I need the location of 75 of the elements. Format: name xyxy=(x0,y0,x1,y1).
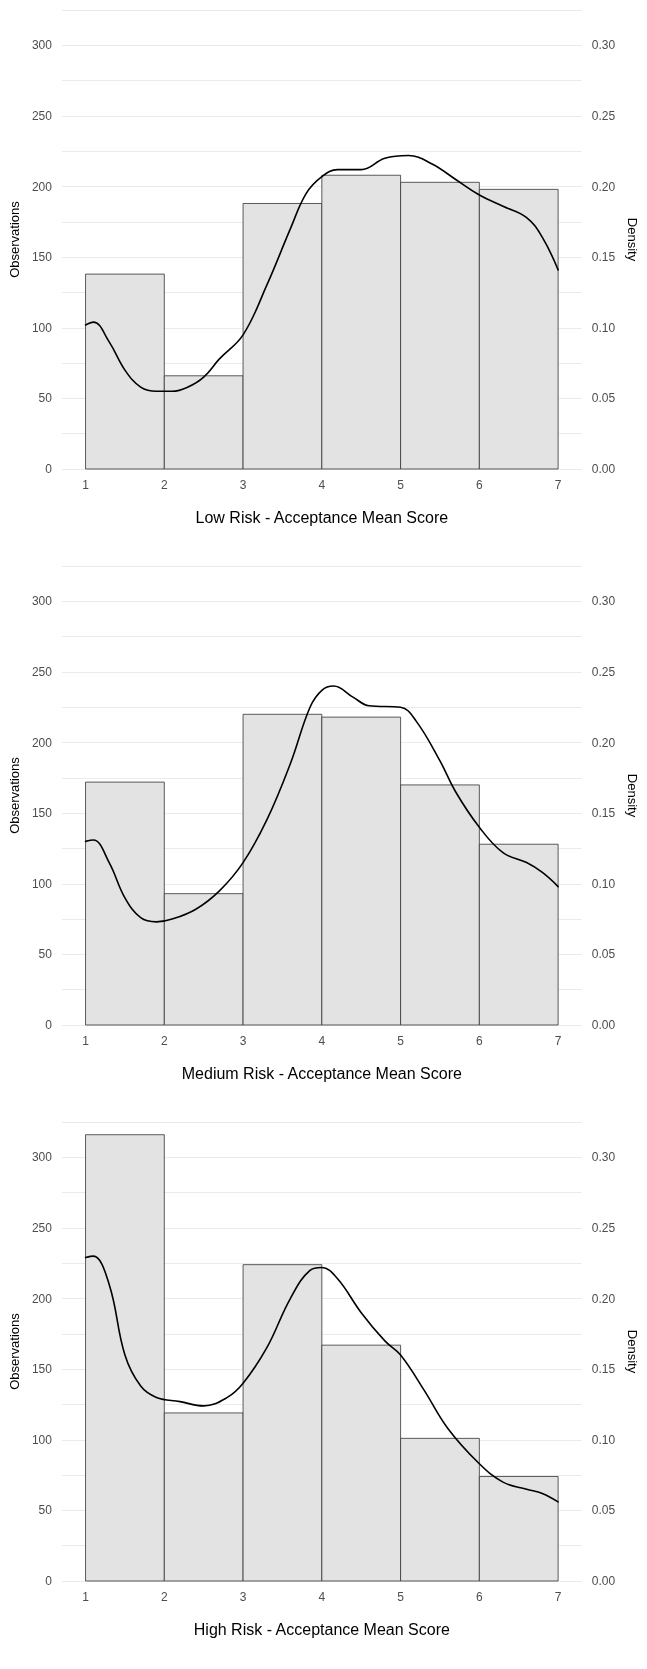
x-tick-label: 7 xyxy=(554,478,562,492)
x-tick-label: 3 xyxy=(239,478,247,492)
y2-tick-label: 0.20 xyxy=(591,1291,616,1306)
line-series xyxy=(84,685,559,923)
y2-tick-label: 0.25 xyxy=(591,108,616,123)
y2-tick-label: 0.00 xyxy=(591,1574,616,1588)
y-axis-title: Observations xyxy=(7,200,22,278)
x-tick-label: 4 xyxy=(318,1590,326,1604)
y-tick-label: 100 xyxy=(31,320,53,335)
y-tick-label: 200 xyxy=(31,1291,53,1306)
y2-axis-title: Density xyxy=(625,773,640,818)
y2-tick-label: 0.15 xyxy=(591,250,616,265)
y2-tick-label: 0.10 xyxy=(591,320,616,335)
x-tick-label: 2 xyxy=(160,478,168,492)
y-tick-label: 50 xyxy=(38,1503,53,1518)
y2-tick-label: 0.05 xyxy=(591,391,616,406)
y-tick-label: 300 xyxy=(31,594,53,609)
y2-tick-label: 0.00 xyxy=(591,1018,616,1032)
y-tick-label: 250 xyxy=(31,664,53,679)
y2-tick-label: 0.05 xyxy=(591,1503,616,1518)
y-tick-label: 100 xyxy=(31,876,53,891)
y-tick-label: 150 xyxy=(31,250,53,265)
line-series xyxy=(84,1255,559,1503)
x-tick-label: 2 xyxy=(160,1034,168,1048)
y2-tick-label: 0.05 xyxy=(591,947,616,962)
x-tick-label: 7 xyxy=(554,1590,562,1604)
y-tick-label: 0 xyxy=(45,1574,53,1588)
x-tick-label: 1 xyxy=(82,478,90,492)
y-tick-label: 50 xyxy=(38,391,53,406)
y2-tick-label: 0.00 xyxy=(591,462,616,476)
y2-tick-label: 0.30 xyxy=(591,594,616,609)
x-tick-label: 4 xyxy=(318,478,326,492)
y2-tick-label: 0.15 xyxy=(591,806,616,821)
y2-axis-title: Density xyxy=(625,1329,640,1374)
y2-tick-label: 0.10 xyxy=(591,1432,616,1447)
y-axis-title: Observations xyxy=(7,756,22,834)
x-tick-label: 6 xyxy=(476,1590,484,1604)
y-tick-label: 0 xyxy=(45,462,53,476)
x-tick-label: 5 xyxy=(397,1034,405,1048)
y2-tick-label: 0.20 xyxy=(591,179,616,194)
x-axis-title: Low Risk - Acceptance Mean Score xyxy=(195,508,449,526)
line-series xyxy=(84,154,559,393)
x-tick-label: 1 xyxy=(82,1034,90,1048)
x-tick-label: 2 xyxy=(160,1590,168,1604)
y-tick-label: 200 xyxy=(31,735,53,750)
y2-tick-label: 0.20 xyxy=(591,735,616,750)
x-tick-label: 1 xyxy=(82,1590,90,1604)
x-tick-label: 6 xyxy=(476,1034,484,1048)
x-tick-label: 5 xyxy=(397,1590,405,1604)
y-tick-label: 150 xyxy=(31,1362,53,1377)
x-tick-label: 6 xyxy=(476,478,484,492)
y-tick-label: 300 xyxy=(31,1150,53,1165)
y-tick-label: 200 xyxy=(31,179,53,194)
x-axis-title: Medium Risk - Acceptance Mean Score xyxy=(181,1064,462,1082)
x-tick-label: 4 xyxy=(318,1034,326,1048)
y2-axis-title: Density xyxy=(625,217,640,262)
x-tick-label: 3 xyxy=(239,1590,247,1604)
y2-tick-label: 0.25 xyxy=(591,1220,616,1235)
y-tick-label: 0 xyxy=(45,1018,53,1032)
y2-tick-label: 0.30 xyxy=(591,38,616,53)
y-tick-label: 50 xyxy=(38,947,53,962)
y-tick-label: 100 xyxy=(31,1432,53,1447)
y-tick-label: 150 xyxy=(31,806,53,821)
y2-tick-label: 0.30 xyxy=(591,1150,616,1165)
y-tick-label: 300 xyxy=(31,38,53,53)
x-tick-label: 7 xyxy=(554,1034,562,1048)
x-axis-title: High Risk - Acceptance Mean Score xyxy=(193,1620,450,1638)
x-tick-label: 3 xyxy=(239,1034,247,1048)
y-axis-title: Observations xyxy=(7,1312,22,1390)
y-tick-label: 250 xyxy=(31,1220,53,1235)
x-tick-label: 5 xyxy=(397,478,405,492)
y2-tick-label: 0.25 xyxy=(591,664,616,679)
y2-tick-label: 0.15 xyxy=(591,1362,616,1377)
y-tick-label: 250 xyxy=(31,108,53,123)
y2-tick-label: 0.10 xyxy=(591,876,616,891)
